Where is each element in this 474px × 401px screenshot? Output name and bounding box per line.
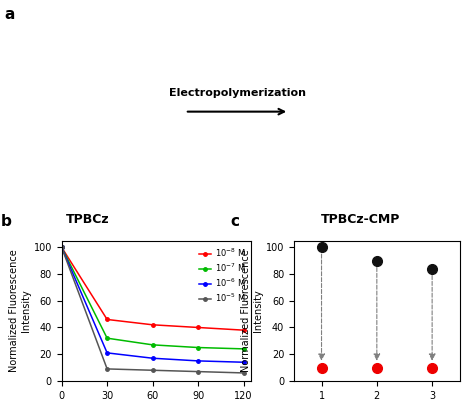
$10^{-7}$ M bbox=[195, 345, 201, 350]
$10^{-8}$ M bbox=[104, 317, 110, 322]
$10^{-5}$ M bbox=[195, 369, 201, 374]
$10^{-6}$ M bbox=[195, 358, 201, 363]
Y-axis label: Normalized Fluorescence
Intensity: Normalized Fluorescence Intensity bbox=[9, 249, 31, 372]
$10^{-6}$ M bbox=[59, 245, 64, 250]
$10^{-5}$ M bbox=[241, 371, 246, 375]
Text: b: b bbox=[1, 215, 12, 229]
Line: $10^{-6}$ M: $10^{-6}$ M bbox=[60, 245, 246, 364]
$10^{-6}$ M bbox=[241, 360, 246, 365]
Text: c: c bbox=[231, 215, 240, 229]
$10^{-8}$ M bbox=[195, 325, 201, 330]
Legend: $10^{-8}$ M, $10^{-7}$ M, $10^{-6}$ M, $10^{-5}$ M: $10^{-8}$ M, $10^{-7}$ M, $10^{-6}$ M, $… bbox=[197, 245, 247, 305]
$10^{-8}$ M bbox=[59, 245, 64, 250]
$10^{-7}$ M bbox=[104, 336, 110, 340]
$10^{-7}$ M bbox=[241, 346, 246, 351]
Y-axis label: Normalized Fluorescence
Intensity: Normalized Fluorescence Intensity bbox=[241, 249, 263, 372]
Text: Electropolymerization: Electropolymerization bbox=[168, 88, 306, 98]
$10^{-6}$ M bbox=[104, 350, 110, 355]
Line: $10^{-7}$ M: $10^{-7}$ M bbox=[60, 245, 246, 350]
Line: $10^{-8}$ M: $10^{-8}$ M bbox=[60, 245, 246, 332]
Line: $10^{-5}$ M: $10^{-5}$ M bbox=[60, 245, 246, 375]
Text: TPBCz: TPBCz bbox=[66, 213, 109, 226]
$10^{-7}$ M bbox=[59, 245, 64, 250]
$10^{-8}$ M bbox=[150, 322, 155, 327]
$10^{-5}$ M bbox=[104, 367, 110, 371]
$10^{-8}$ M bbox=[241, 328, 246, 332]
$10^{-7}$ M bbox=[150, 342, 155, 347]
$10^{-5}$ M bbox=[59, 245, 64, 250]
Text: a: a bbox=[5, 7, 15, 22]
Text: TPBCz-CMP: TPBCz-CMP bbox=[320, 213, 400, 226]
$10^{-5}$ M bbox=[150, 368, 155, 373]
$10^{-6}$ M bbox=[150, 356, 155, 360]
